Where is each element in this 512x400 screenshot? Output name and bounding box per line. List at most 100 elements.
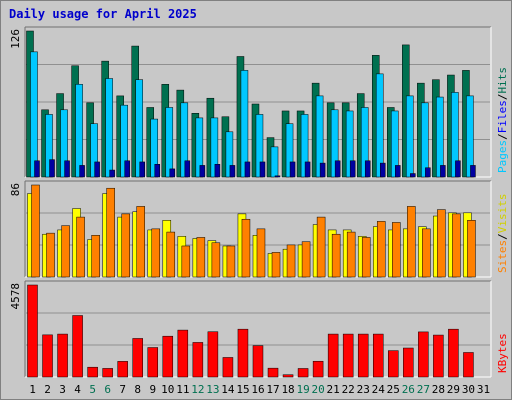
kbytes-bar [327,333,339,378]
files-bar [165,107,174,178]
kbytes-bar [162,335,174,378]
pages-bar [124,160,130,178]
pages-bar [184,160,191,178]
files-bar [60,109,68,178]
chart-title: Daily usage for April 2025 [9,7,197,21]
day-tick-label: 10 [161,383,174,396]
pages-bar [470,165,476,178]
sites-bar [121,213,130,278]
pages-bar [244,161,251,178]
files-bar [75,84,83,178]
kbytes-bar [463,352,474,378]
sites-bar [422,228,431,278]
files-bar [436,96,444,178]
files-bar [285,123,294,178]
pages-bar [304,161,311,178]
files-bar [421,102,429,178]
visits-legend: Sites/Visits [496,194,509,274]
day-tick-label: 31 [477,383,490,396]
files-bar [105,78,113,178]
legend-sites: Sites [496,240,509,273]
sites-bar [301,241,311,278]
day-tick-label: 23 [357,383,370,396]
kbytes-bar [433,334,444,378]
files-bar [150,118,159,178]
kbytes-bar [252,345,264,378]
files-bar [255,114,264,178]
sites-bar [407,206,416,278]
sites-bar [151,228,161,278]
kbytes-bar [388,350,399,378]
day-tick-label: 11 [176,383,189,396]
sites-bar [256,228,266,278]
pages-bar [289,161,296,178]
kbytes-bar [147,347,159,378]
files-bar [300,114,309,178]
kbytes-legend: KBytes [496,333,509,373]
kbytes-bar [87,366,98,378]
kbytes-bar [207,331,219,378]
pages-bar [379,162,386,178]
sites-bar [467,220,476,278]
files-bar [330,109,339,178]
day-tick-label: 8 [134,383,141,396]
sites-bar [46,232,55,278]
day-tick-label: 6 [104,383,111,396]
sites-bar [61,225,70,278]
day-tick-label: 13 [206,383,219,396]
sites-bar [452,213,461,278]
kbytes-bar [357,333,369,378]
kbytes-scale-label: 4578 [9,283,22,310]
day-tick-label: 20 [312,383,325,396]
kbytes-bar [132,338,143,378]
pages-bar [49,159,55,178]
sites-bar [91,235,100,278]
legend-visits: Visits [496,194,509,234]
sites-bar [346,231,356,278]
day-tick-label: 16 [251,383,264,396]
day-tick-label: 2 [44,383,51,396]
day-tick-label: 9 [149,383,156,396]
day-tick-label: 7 [119,383,126,396]
kbytes-bar [312,360,324,378]
files-bar [135,79,143,178]
legend-hits: Hits [496,67,509,94]
files-bar [30,51,38,178]
files-bar [270,146,279,178]
files-bar [391,110,399,178]
day-tick-label: 1 [29,383,36,396]
pages-bar [199,165,206,178]
legend-pages: Pages [496,140,509,173]
files-bar [345,110,354,178]
pages-bar [214,164,221,178]
sites-bar [136,206,145,278]
kbytes-bar [102,368,113,378]
day-tick-label: 29 [447,383,460,396]
visits-scale-label: 86 [9,183,22,196]
kbytes-bar [282,374,294,378]
day-tick-label: 3 [59,383,66,396]
kbytes-bar [192,342,204,378]
legend-separator: / [496,233,509,240]
day-tick-label: 17 [266,383,279,396]
kbytes-bar [237,328,249,378]
day-tick-label: 25 [387,383,400,396]
kbytes-bar [403,347,414,378]
sites-bar [226,245,236,278]
day-tick-label: 14 [221,383,235,396]
kbytes-bar [222,357,234,378]
files-bar [240,70,249,178]
pages-bar [334,160,341,178]
sites-bar [196,237,206,278]
day-tick-label: 4 [74,383,81,396]
sites-bar [316,216,326,278]
day-tick-label: 18 [281,383,294,396]
day-tick-label: 24 [372,383,386,396]
legend-files: Files [496,100,509,133]
pages-bar [440,165,446,178]
pages-bar [425,167,431,178]
files-bar [466,95,474,178]
kbytes-bar [418,331,429,378]
kbytes-bar [297,368,309,378]
